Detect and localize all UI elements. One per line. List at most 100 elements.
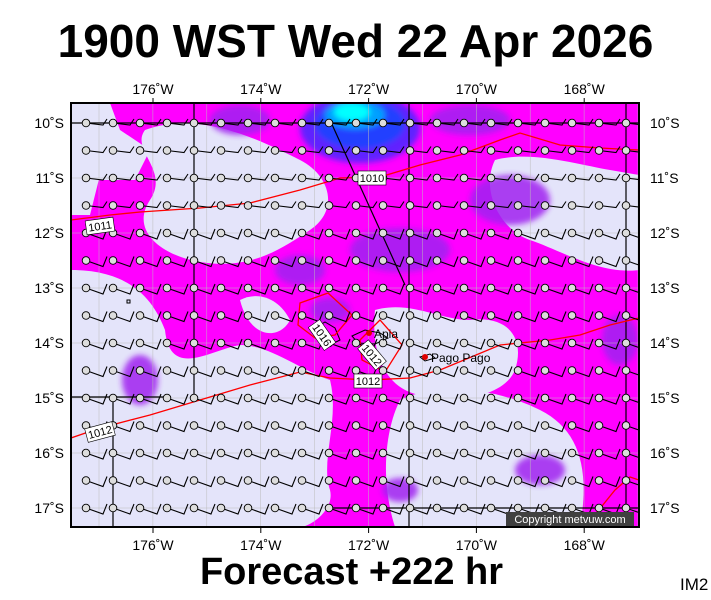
wind-barb bbox=[81, 448, 108, 460]
station-circle bbox=[540, 256, 550, 265]
wind-barb bbox=[621, 503, 639, 514]
wind-barb bbox=[405, 283, 432, 295]
station-circle bbox=[270, 311, 280, 320]
lat-label-right: 17˚S bbox=[650, 500, 680, 516]
station-circle bbox=[297, 118, 307, 128]
wind-barb bbox=[621, 393, 639, 404]
wind-barb bbox=[459, 448, 486, 460]
wind-barb bbox=[108, 118, 135, 128]
station-circle bbox=[567, 146, 577, 155]
station-circle bbox=[243, 448, 253, 458]
station-circle bbox=[567, 256, 577, 265]
station-circle bbox=[162, 421, 172, 430]
wind-barb bbox=[594, 118, 621, 128]
station-circle bbox=[405, 228, 415, 238]
station-circle bbox=[459, 476, 469, 485]
wind-barb bbox=[621, 311, 639, 321]
station-circle bbox=[513, 338, 523, 348]
station-circle bbox=[324, 201, 334, 210]
wind-barb bbox=[540, 201, 567, 210]
wind-barb bbox=[81, 146, 108, 155]
wind-barb bbox=[594, 283, 621, 295]
wind-barb bbox=[540, 228, 567, 240]
map-frame bbox=[70, 102, 640, 528]
wind-barb bbox=[297, 283, 324, 295]
wind-barb bbox=[432, 366, 459, 378]
wind-barb bbox=[378, 338, 405, 350]
station-circle bbox=[594, 256, 604, 265]
station-circle bbox=[621, 173, 631, 183]
station-circle bbox=[189, 421, 199, 430]
station-circle bbox=[513, 256, 523, 265]
wind-barb bbox=[297, 201, 324, 210]
wind-barb bbox=[567, 173, 594, 183]
station-circle bbox=[594, 173, 604, 183]
wind-barb bbox=[108, 256, 135, 268]
station-circle bbox=[324, 476, 334, 485]
wind-barb bbox=[189, 503, 216, 515]
station-circle bbox=[81, 118, 91, 128]
wind-barb bbox=[162, 476, 189, 488]
lon-label-top: 172˚W bbox=[348, 81, 390, 97]
station-circle bbox=[378, 146, 388, 155]
station-circle bbox=[621, 311, 631, 320]
station-circle bbox=[189, 256, 199, 265]
station-circle bbox=[351, 366, 361, 375]
wind-barb bbox=[297, 338, 324, 350]
copyright-text: Copyright metvuw.com bbox=[514, 514, 625, 526]
wind-barb bbox=[621, 338, 639, 349]
wind-barb bbox=[162, 256, 189, 268]
wind-barb bbox=[486, 366, 513, 378]
station-circle bbox=[540, 503, 550, 513]
station-circle bbox=[324, 283, 334, 293]
station-circle bbox=[351, 283, 361, 293]
station-circle bbox=[351, 201, 361, 210]
station-circle bbox=[297, 366, 307, 375]
lon-label-bottom: 176˚W bbox=[132, 537, 174, 553]
station-circle bbox=[405, 503, 415, 513]
wind-barb bbox=[81, 283, 108, 295]
station-circle bbox=[189, 311, 199, 320]
wind-barb bbox=[216, 146, 243, 155]
wind-barb bbox=[135, 146, 162, 155]
station-circle bbox=[513, 228, 523, 238]
station-circle bbox=[621, 201, 631, 210]
station-circle bbox=[135, 283, 145, 293]
wind-barb bbox=[378, 228, 405, 240]
station-circle bbox=[432, 476, 442, 485]
station-circle bbox=[108, 256, 118, 265]
wind-barb bbox=[135, 173, 162, 183]
station-circle bbox=[540, 448, 550, 458]
wind-barb bbox=[189, 311, 216, 323]
station-circle bbox=[567, 338, 577, 348]
station-circle bbox=[567, 476, 577, 485]
station-circle bbox=[405, 338, 415, 348]
station-circle bbox=[162, 201, 172, 210]
station-circle bbox=[513, 393, 523, 403]
lat-label-left: 16˚S bbox=[34, 445, 64, 461]
wind-barb bbox=[594, 173, 621, 183]
wind-barb bbox=[297, 476, 324, 488]
lon-label-top: 168˚W bbox=[564, 81, 606, 97]
wind-barb bbox=[513, 173, 540, 183]
station-circle bbox=[567, 421, 577, 430]
wind-barb bbox=[162, 283, 189, 295]
wind-barb bbox=[621, 201, 639, 210]
station-circle bbox=[567, 173, 577, 183]
station-circle bbox=[324, 228, 334, 238]
station-circle bbox=[243, 256, 253, 265]
station-circle bbox=[567, 118, 577, 128]
wind-barb bbox=[432, 228, 459, 240]
wind-barb bbox=[459, 476, 486, 488]
station-circle bbox=[135, 146, 145, 155]
wind-barb bbox=[594, 311, 621, 323]
wind-barb bbox=[378, 311, 405, 323]
lat-label-right: 14˚S bbox=[650, 335, 680, 351]
wind-barb bbox=[108, 173, 135, 183]
station-circle bbox=[216, 146, 226, 155]
station-circle bbox=[243, 173, 253, 183]
wind-barb bbox=[459, 366, 486, 378]
wind-barb bbox=[378, 476, 405, 488]
wind-barb bbox=[189, 283, 216, 295]
